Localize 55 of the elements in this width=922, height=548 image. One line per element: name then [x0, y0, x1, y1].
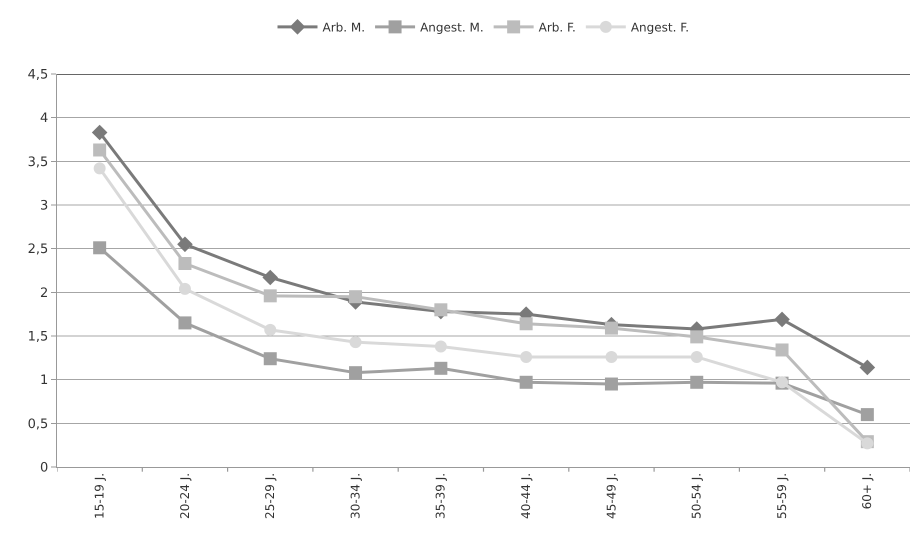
x-tick-label: 15-19 J.: [92, 472, 107, 519]
point: [774, 312, 790, 328]
y-tick-label: 4,5: [28, 68, 48, 83]
y-tick-label: 1: [40, 373, 48, 388]
y-tick-label: 0,5: [28, 416, 48, 432]
point: [264, 352, 277, 366]
point: [434, 362, 448, 375]
x-tick-label: 55-59 J.: [774, 472, 789, 519]
point: [690, 350, 703, 363]
y-tick-label: 2: [40, 286, 48, 301]
point: [520, 376, 533, 389]
y-tick-label: 4: [40, 111, 48, 126]
y-tick-label: 1,5: [28, 330, 48, 345]
point: [93, 241, 106, 254]
point: [178, 257, 192, 270]
point: [776, 343, 789, 356]
point: [92, 124, 108, 140]
point: [604, 378, 618, 391]
x-tick-label: 40-44 J.: [519, 472, 534, 519]
point: [264, 324, 276, 336]
point: [349, 290, 362, 304]
y-tick-label: 0: [40, 460, 48, 476]
point: [94, 162, 106, 174]
point: [178, 282, 191, 295]
point: [604, 322, 618, 335]
point: [434, 340, 447, 352]
x-tick-label: 25-29 J.: [263, 472, 278, 519]
y-tick-label: 3,5: [28, 154, 48, 170]
point: [605, 350, 618, 363]
point: [860, 408, 874, 422]
point: [264, 289, 277, 302]
point: [434, 303, 448, 316]
y-tick-label: 3: [40, 198, 48, 214]
point: [177, 236, 193, 252]
x-tick-label: 60+ J.: [860, 472, 874, 510]
point: [690, 330, 704, 344]
x-tick-label: 50-54 J.: [690, 472, 704, 519]
x-tick-label: 20-24 J.: [178, 472, 192, 519]
x-tick-label: 45-49 J.: [604, 472, 618, 519]
x-tick-label: 30-34 J.: [348, 472, 362, 519]
point: [860, 360, 876, 376]
y-tick-label: 2,5: [28, 242, 48, 258]
legend-label: Arb. M.: [322, 20, 366, 35]
legend-label: Angest. F.: [630, 20, 690, 35]
legend-label: Arb. F.: [538, 20, 576, 35]
x-tick-label: 35-39 J.: [434, 472, 448, 519]
point: [350, 336, 362, 348]
point: [262, 270, 278, 286]
point: [520, 317, 533, 330]
point: [690, 376, 704, 389]
point: [349, 366, 362, 380]
point: [93, 143, 106, 156]
point: [178, 316, 192, 330]
point: [520, 350, 532, 363]
legend-label: Angest. M.: [420, 20, 484, 35]
